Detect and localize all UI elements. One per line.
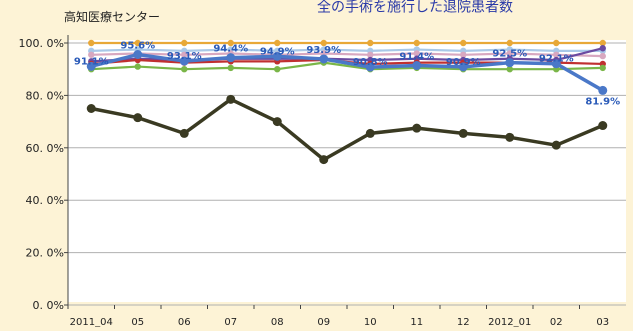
series-line bbox=[89, 52, 605, 93]
x-tick-label: 07 bbox=[224, 317, 237, 327]
y-tick-label: 20. 0% bbox=[26, 247, 64, 260]
data-point bbox=[598, 121, 608, 131]
x-tick-label: 10 bbox=[364, 317, 377, 327]
x-tick-label: 05 bbox=[131, 317, 144, 327]
data-label: 81.9% bbox=[585, 96, 620, 107]
series-line bbox=[90, 48, 604, 52]
data-point bbox=[367, 51, 374, 58]
chart-subtitle: 高知医療センター bbox=[64, 9, 160, 24]
x-tick-label: 03 bbox=[596, 317, 609, 327]
data-point bbox=[413, 50, 420, 57]
data-point bbox=[227, 64, 234, 72]
chart-title: 全の手術を施行した退院患者数 bbox=[317, 0, 513, 16]
x-tick-label: 06 bbox=[178, 317, 191, 327]
x-tick-label: 09 bbox=[317, 317, 330, 327]
data-point bbox=[413, 39, 420, 47]
data-point bbox=[320, 39, 327, 47]
data-point bbox=[181, 66, 188, 73]
data-point bbox=[134, 63, 141, 70]
data-point bbox=[272, 51, 282, 61]
plot-area bbox=[68, 40, 626, 302]
data-point bbox=[551, 140, 561, 150]
data-point bbox=[181, 51, 188, 58]
data-point bbox=[551, 59, 561, 69]
data-point bbox=[134, 39, 141, 47]
data-point bbox=[412, 123, 422, 133]
data-label: 92.1% bbox=[539, 54, 574, 65]
data-point bbox=[272, 117, 282, 127]
data-label: 90.9% bbox=[446, 57, 481, 68]
data-point bbox=[460, 39, 467, 47]
data-point bbox=[227, 39, 234, 47]
data-point bbox=[179, 56, 189, 66]
data-point bbox=[367, 39, 374, 47]
data-label: 91.4% bbox=[399, 52, 434, 63]
data-point bbox=[365, 62, 375, 72]
data-point bbox=[506, 50, 513, 57]
x-tick-label: 2012_01 bbox=[488, 317, 531, 327]
data-point bbox=[365, 128, 375, 138]
data-point bbox=[458, 128, 468, 138]
data-point bbox=[599, 39, 606, 47]
series-line bbox=[89, 97, 605, 162]
data-point bbox=[319, 155, 329, 165]
data-label: 90.8% bbox=[353, 57, 388, 68]
data-labels: 91.1% 95.6% 93.1% 94.4% 94.9% 93.9% 90.8% 91.4%… bbox=[74, 41, 620, 108]
data-point bbox=[86, 104, 96, 113]
data-point bbox=[553, 39, 560, 47]
data-label: 93.9% bbox=[306, 45, 341, 56]
data-point bbox=[133, 50, 143, 60]
series-line bbox=[90, 52, 604, 58]
data-point bbox=[553, 51, 560, 58]
axes: 0. 0% 20. 0% 40. 0% 60. 0% 80. 0% 100. 0% 2011… bbox=[19, 35, 609, 328]
y-tick-label: 0. 0% bbox=[33, 299, 64, 312]
data-point bbox=[506, 66, 513, 73]
data-point bbox=[458, 62, 468, 72]
data-point bbox=[274, 39, 281, 47]
y-tick-label: 100. 0% bbox=[19, 37, 64, 50]
data-point bbox=[88, 51, 95, 58]
data-point bbox=[599, 45, 606, 52]
x-tick-label: 08 bbox=[271, 317, 284, 327]
data-label: 91.1% bbox=[74, 56, 109, 67]
data-label: 94.9% bbox=[260, 46, 295, 57]
data-point bbox=[181, 39, 188, 47]
data-point bbox=[319, 54, 329, 64]
data-point bbox=[226, 53, 236, 63]
data-label: 92.5% bbox=[492, 49, 527, 60]
data-point bbox=[505, 58, 515, 68]
data-point bbox=[506, 39, 513, 47]
series-lines bbox=[86, 39, 608, 165]
data-label: 95.6% bbox=[120, 41, 155, 52]
data-point bbox=[412, 61, 422, 71]
data-label: 94.4% bbox=[213, 44, 248, 55]
x-tick-label: 02 bbox=[550, 317, 563, 327]
data-point bbox=[599, 52, 606, 60]
x-tick-label: 11 bbox=[410, 317, 423, 327]
data-point bbox=[505, 132, 515, 142]
data-point bbox=[599, 64, 606, 72]
data-point bbox=[598, 85, 608, 95]
data-point bbox=[274, 66, 281, 73]
data-point bbox=[86, 61, 96, 71]
series-line bbox=[90, 61, 604, 71]
x-tick-label: 2011_04 bbox=[70, 317, 113, 327]
data-point bbox=[460, 51, 467, 58]
data-label: 93.1% bbox=[167, 51, 202, 62]
data-point bbox=[226, 94, 236, 104]
y-tick-label: 80. 0% bbox=[26, 89, 64, 102]
data-point bbox=[88, 39, 95, 47]
data-point bbox=[133, 113, 143, 123]
data-point bbox=[179, 128, 189, 138]
y-tick-label: 60. 0% bbox=[26, 142, 64, 155]
x-tick-label: 12 bbox=[457, 317, 470, 327]
y-tick-label: 40. 0% bbox=[26, 194, 64, 207]
